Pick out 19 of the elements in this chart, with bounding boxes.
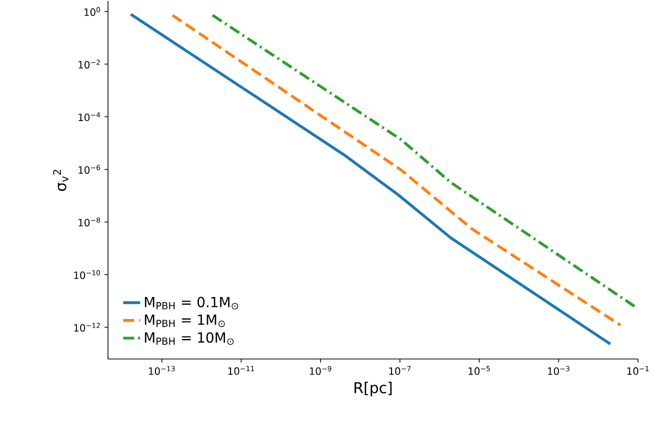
legend-label: M$_{PBH}$ = 0.1M$_{⊙}$ (144, 296, 238, 310)
x-axis-title: R[pc] (354, 382, 392, 396)
y-tick-label: 10$^{−12}$ (74, 322, 100, 332)
y-tick-label: 10$^{−6}$ (78, 164, 100, 174)
x-tick-label: 10$^{−9}$ (310, 366, 332, 375)
y-tick-label: 10$^{−4}$ (78, 112, 100, 122)
y-tick-label: 10$^{−8}$ (78, 218, 100, 226)
legend-label: M$_{PBH}$ = 1M$_{⊙}$ (144, 314, 225, 328)
x-tick-label: 10$^{−5}$ (468, 366, 490, 375)
legend-label: M$_{PBH}$ = 10M$_{⊙}$ (144, 332, 234, 345)
y-tick-label: 10$^{0}$ (84, 7, 100, 16)
y-axis-title: σ$_{v}$2 (53, 170, 68, 191)
x-tick-label: 10$^{−13}$ (148, 366, 175, 375)
x-tick-label: 10$^{−3}$ (548, 366, 570, 375)
x-tick-label: 10$^{−11}$ (228, 366, 254, 375)
y-tick-label: 10$^{−10}$ (74, 270, 100, 280)
x-tick-label: 10$^{−7}$ (389, 366, 411, 375)
y-tick-label: 10$^{−2}$ (78, 60, 100, 69)
x-tick-label: 10$^{−1}$ (627, 366, 649, 375)
